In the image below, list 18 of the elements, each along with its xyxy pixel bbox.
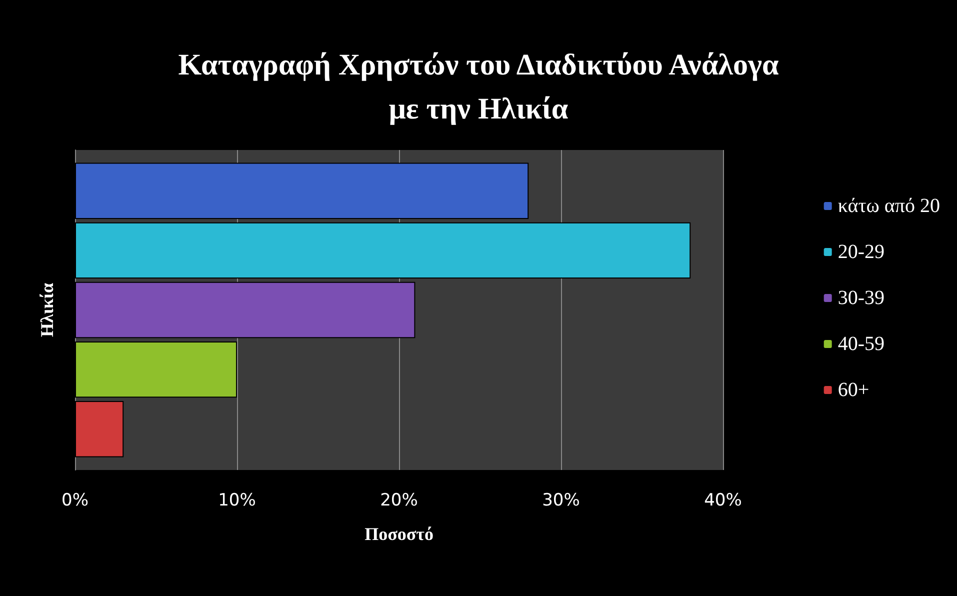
bar — [75, 222, 691, 279]
x-tick-label: 0% — [62, 490, 88, 510]
legend-label: 40-59 — [838, 333, 885, 355]
bar — [75, 162, 529, 219]
x-tick-label: 40% — [704, 490, 742, 510]
chart-title: Καταγραφή Χρηστών του Διαδικτύου Ανάλογα με την Ηλικία — [178, 48, 779, 126]
bar — [75, 341, 237, 398]
legend-label: 60+ — [838, 379, 870, 401]
legend-label: κάτω από 20 — [838, 195, 940, 217]
y-axis-title: Ηλικία — [37, 282, 58, 338]
x-tick-label: 10% — [218, 490, 256, 510]
legend-label: 20-29 — [838, 241, 885, 263]
legend-label: 30-39 — [838, 287, 885, 309]
x-tick-label: 20% — [380, 490, 418, 510]
x-tick-label: 30% — [542, 490, 580, 510]
bar — [75, 401, 124, 458]
x-axis-title: Ποσοστό — [364, 524, 434, 544]
bar — [75, 282, 416, 338]
